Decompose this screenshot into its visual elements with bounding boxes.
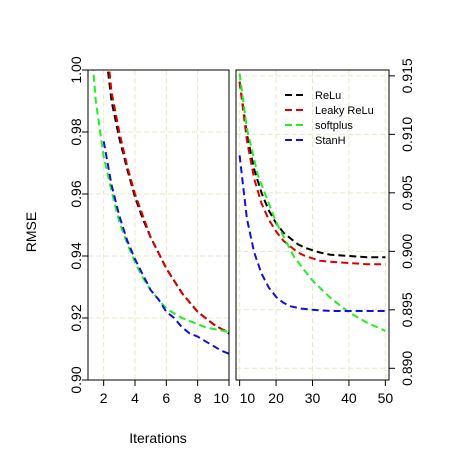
y-tick-label: 0.98 (68, 118, 84, 145)
y-tick-label: 0.910 (399, 117, 415, 152)
chart-panels: 2 4 6 8 10 0.90 0.92 0.94 0.96 0.98 1.00 10 20 30 40 50… (68, 56, 415, 406)
series-line-relu (106, 70, 229, 335)
series-group (238, 73, 386, 332)
legend-label: StanH (315, 135, 346, 147)
y-tick-label: 0.905 (399, 175, 415, 210)
x-axis-title: Iterations (129, 430, 187, 446)
y-tick-label: 0.895 (399, 292, 415, 327)
y-tick-label: 0.96 (68, 180, 84, 207)
legend-label: ReLu (315, 90, 341, 102)
y-tick-label: 0.92 (68, 304, 84, 331)
y-tick-label: 0.890 (399, 351, 415, 386)
y-tick-label: 0.900 (399, 234, 415, 269)
y-tick-label: 0.915 (399, 58, 415, 93)
x-tick-label: 4 (131, 390, 139, 406)
y-tick-label: 0.94 (68, 242, 84, 269)
x-tick-label: 10 (240, 390, 256, 406)
series-line-softplus (92, 70, 229, 333)
x-tick-label: 50 (378, 390, 394, 406)
legend-label: softplus (315, 120, 353, 132)
series-line-stanh (238, 155, 386, 312)
legend-item: StanH (285, 135, 346, 147)
legend: ReLu Leaky ReLu softplus StanH (285, 90, 374, 147)
series-line-relu (238, 81, 386, 259)
chart-panel-2: 10 20 30 40 50 0.890 0.895 0.900 0.905 0.910 0.915 (235, 58, 415, 406)
x-tick-label: 8 (194, 390, 202, 406)
series-line-stanh (102, 141, 229, 355)
legend-item: Leaky ReLu (285, 105, 374, 117)
legend-item: softplus (285, 120, 353, 132)
legend-item: ReLu (285, 90, 341, 102)
chart-panel-1: 2 4 6 8 10 0.90 0.92 0.94 0.96 0.98 1.00 (68, 56, 230, 406)
y-axis-title: RMSE (23, 212, 39, 252)
y-tick-label: 0.90 (68, 366, 84, 393)
panel-frame (87, 69, 230, 381)
series-group (92, 70, 229, 355)
x-tick-label: 40 (341, 390, 357, 406)
y-tick-label: 1.00 (68, 56, 84, 83)
x-tick-label: 2 (100, 390, 108, 406)
series-line-leaky-relu (238, 81, 386, 266)
series-line-softplus (238, 73, 386, 332)
x-tick-label: 20 (268, 390, 284, 406)
series-line-leaky-relu (108, 70, 229, 333)
x-tick-label: 30 (305, 390, 321, 406)
x-tick-label: 10 (213, 390, 229, 406)
legend-label: Leaky ReLu (315, 105, 374, 117)
x-tick-label: 6 (162, 390, 170, 406)
